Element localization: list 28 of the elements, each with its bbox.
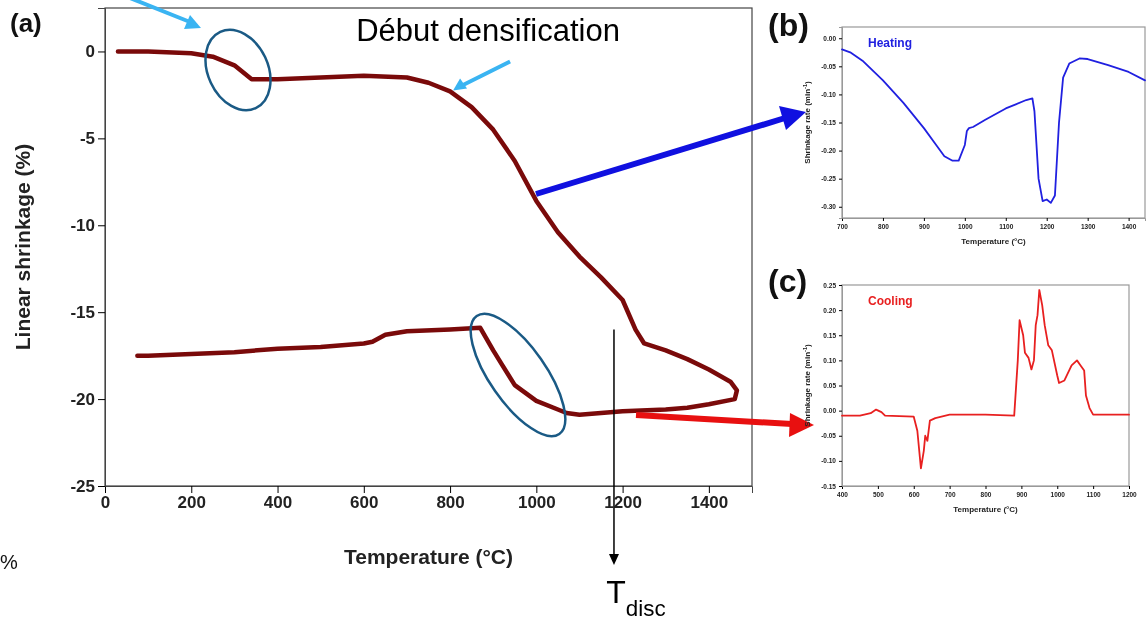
x-tick-label: 1400 — [690, 493, 729, 513]
text: Cooling — [868, 294, 913, 308]
x-axis-title: Temperature (°C) — [953, 505, 1019, 514]
x-tick-label: 400 — [263, 493, 293, 513]
line-series — [115, 49, 740, 417]
series-label: Heating — [868, 36, 913, 50]
x-axis-title: Temperature (°C) — [961, 237, 1027, 246]
y-tick-label: 0 — [85, 42, 95, 62]
y-axis-title: Linear shrinkage (%) — [11, 143, 34, 351]
ref-line-label: T$_{disc}$ — [606, 574, 666, 619]
x-tick-label: 600 — [350, 493, 379, 513]
y-tick-label: -10 — [70, 216, 95, 236]
x-tick-label: 1000 — [517, 493, 556, 513]
y-tick-label: -15 — [70, 303, 95, 323]
x-axis-title: Temperature (°C) — [343, 545, 514, 568]
x-tick-label: 200 — [177, 493, 206, 513]
annotation: Début densification — [356, 13, 620, 49]
line-series — [841, 48, 1146, 204]
x-tick-label: 0 — [100, 493, 111, 513]
x-tick-label: 800 — [436, 493, 465, 513]
text: (c) — [768, 263, 808, 299]
y-tick-label: -20 — [70, 390, 95, 410]
text: (b) — [768, 7, 809, 43]
text: (a) — [10, 8, 42, 38]
y-tick-label: -25 — [70, 476, 95, 496]
line-series — [841, 289, 1130, 470]
text: % — [0, 551, 18, 573]
y-tick-label: -5 — [79, 129, 95, 149]
